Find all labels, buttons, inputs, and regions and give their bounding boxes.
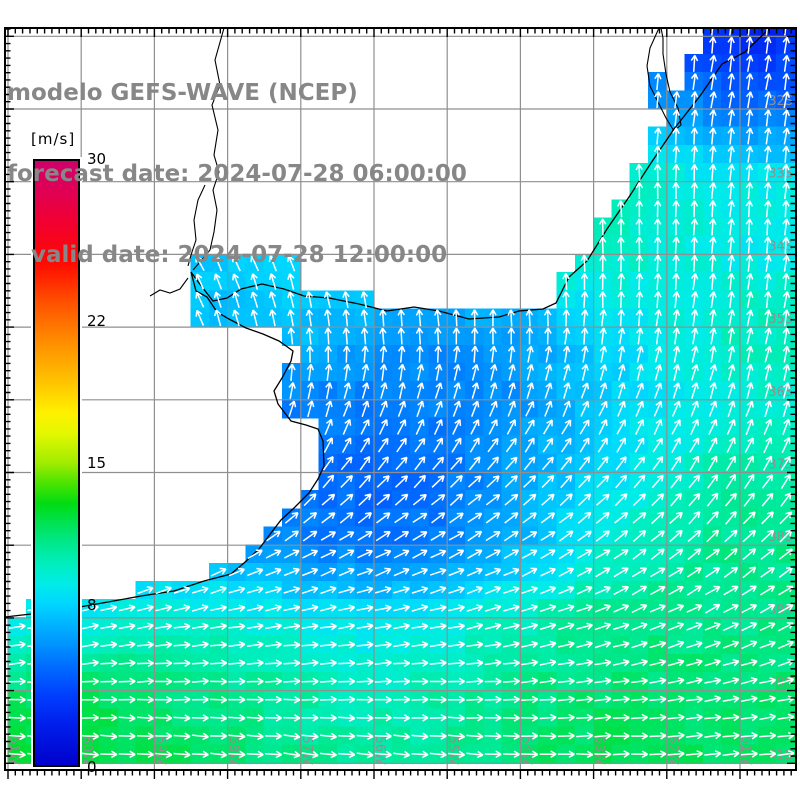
- latitude-label: 41S: [768, 748, 793, 763]
- valid-date: valid date: 2024-07-28 12:00:00: [7, 242, 448, 268]
- grid-labels: 61W 60W 59W 58W 57W 56W 55W 54W 53W 52W 51W32S33S3…: [6, 94, 793, 765]
- longitude-label: 59W: [152, 736, 167, 766]
- longitude-label: 58W: [226, 736, 241, 766]
- colorbar-tick-label: 15: [87, 454, 107, 472]
- latitude-label: 39S: [768, 603, 793, 618]
- longitude-label: 53W: [592, 736, 607, 766]
- colorbar-tick-label: 8: [87, 595, 97, 614]
- longitude-label: 51W: [738, 736, 753, 766]
- river-line: [192, 27, 225, 271]
- colorbar-tick-label: 30: [87, 150, 107, 168]
- longitude-label: 54W: [518, 736, 533, 766]
- colorbar-gradient: [33, 159, 80, 767]
- axis-ticks: [6, 28, 795, 779]
- map-frame: [4, 27, 797, 771]
- river-line: [187, 184, 206, 267]
- colorbar-unit-label: [m/s]: [31, 130, 76, 148]
- colorbar-tick-label: 22: [87, 312, 107, 331]
- title-block: modelo GEFS-WAVE (NCEP) forecast date: 2…: [7, 26, 467, 323]
- longitude-label: 52W: [665, 736, 680, 766]
- forecast-date: forecast date: 2024-07-28 06:00:00: [7, 161, 467, 187]
- longitude-label: 60W: [79, 736, 94, 766]
- coastline: [4, 27, 771, 618]
- model-title: modelo GEFS-WAVE (NCEP): [7, 80, 358, 106]
- lat-lon-grid: [5, 28, 796, 770]
- lagoon-outline: [646, 27, 682, 132]
- latitude-label: 33S: [768, 167, 793, 182]
- longitude-label: 61W: [6, 736, 21, 766]
- colorbar-tick-label: 0: [87, 758, 97, 776]
- longitude-label: 55W: [445, 736, 460, 766]
- longitude-label: 57W: [299, 736, 314, 766]
- latitude-label: 34S: [768, 239, 793, 254]
- longitude-label: 56W: [372, 736, 387, 766]
- river-line: [149, 277, 189, 297]
- direction-arrows: [8, 29, 795, 759]
- latitude-label: 35S: [768, 312, 793, 327]
